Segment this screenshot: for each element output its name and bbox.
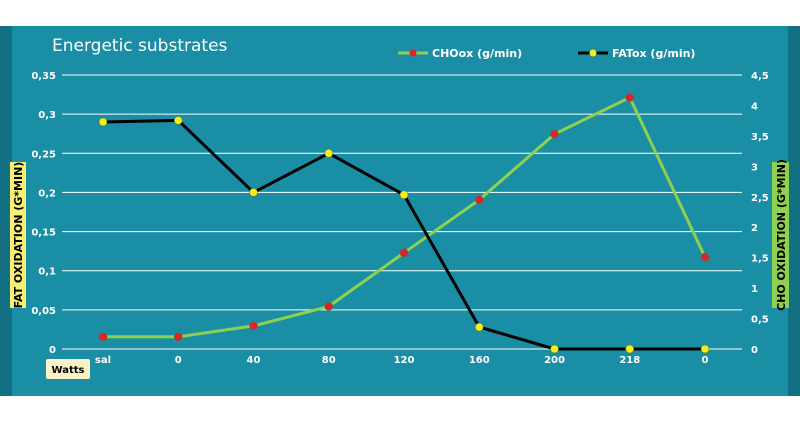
series-0-point <box>324 302 333 311</box>
x-axis-title-box <box>46 359 90 379</box>
right-axis-title-box <box>772 162 789 308</box>
right-tick-label: 1,5 <box>751 254 769 265</box>
right-axis-title-text: CHO OXIDATION (G*MIN) <box>775 159 788 311</box>
series-0-point <box>98 332 108 342</box>
series-0-point <box>700 252 710 262</box>
series-0-point <box>625 93 634 102</box>
series-1-point <box>550 344 559 354</box>
x-axis-title: Watts <box>46 359 90 379</box>
series-1-point <box>625 344 634 354</box>
chart-title: Energetic substrates <box>52 36 228 56</box>
left-tick-label: 0,35 <box>31 71 56 82</box>
x-tick-label: 80 <box>322 355 336 366</box>
legend: CHOox (g/min) FATox (g/min) <box>398 47 695 60</box>
x-axis-title-text: Watts <box>52 365 85 376</box>
x-tick-label: 218 <box>619 355 640 366</box>
chart-panel: Energetic substrates CHOox (g/min) FATox… <box>0 26 800 396</box>
legend-fat-marker <box>589 49 597 57</box>
x-tick-label: 0 <box>175 355 182 366</box>
left-tick-label: 0,2 <box>38 188 56 199</box>
x-tick-label: sal <box>95 355 111 366</box>
series-1-point <box>249 188 258 197</box>
left-tick-label: 0,15 <box>31 228 56 239</box>
series-1-point <box>475 322 484 332</box>
x-tick-label: 0 <box>702 355 709 366</box>
right-tick-label: 3,5 <box>751 132 769 143</box>
series-0-point <box>550 129 559 139</box>
right-tick-label: 1 <box>751 284 758 295</box>
right-tick-label: 0 <box>751 345 758 356</box>
legend-fat-label: FATox (g/min) <box>612 47 695 60</box>
left-edge-stripe <box>0 26 12 396</box>
series-1-point <box>324 149 333 158</box>
series-0-point <box>174 332 183 342</box>
series-1-point <box>174 116 183 125</box>
x-tick-label: 40 <box>247 355 261 366</box>
right-tick-label: 4,5 <box>751 71 769 82</box>
right-axis-title: CHO OXIDATION (G*MIN) <box>772 159 789 311</box>
series-0-point <box>399 248 409 258</box>
series-lines <box>102 96 707 351</box>
legend-cho-marker <box>409 49 417 57</box>
x-tick-label: 160 <box>469 355 490 366</box>
legend-cho-label: CHOox (g/min) <box>432 47 522 60</box>
x-axis-ticks: sal 0 40 80 120 160 200 218 0 <box>95 355 709 366</box>
series-1-point <box>700 344 710 354</box>
right-tick-label: 2 <box>751 223 758 234</box>
series-line-1 <box>102 118 705 351</box>
x-tick-label: 200 <box>544 355 565 366</box>
right-edge-stripe <box>788 26 800 396</box>
chart: Energetic substrates CHOox (g/min) FATox… <box>10 36 789 379</box>
right-tick-label: 0,5 <box>751 315 769 326</box>
left-tick-label: 0,05 <box>31 306 56 317</box>
series-1-point <box>399 190 409 200</box>
right-tick-label: 3 <box>751 162 758 173</box>
left-axis-title-text: FAT OXIDATION (G*MIN) <box>12 162 25 309</box>
left-axis-title-box <box>10 162 26 308</box>
series-points <box>98 93 710 354</box>
right-tick-label: 2,5 <box>751 193 769 204</box>
right-axis-ticks: 0 0,5 1 1,5 2 2,5 3 3,5 4 4,5 <box>751 71 769 356</box>
series-0-point <box>475 195 484 205</box>
left-axis-ticks: 0 0,05 0,1 0,15 0,2 0,25 0,3 0,35 <box>31 71 56 356</box>
left-tick-label: 0,3 <box>38 110 56 121</box>
left-axis-title: FAT OXIDATION (G*MIN) <box>10 162 26 309</box>
x-tick-label: 120 <box>394 355 415 366</box>
series-0-point <box>249 321 258 331</box>
left-tick-label: 0,25 <box>31 149 56 160</box>
series-1-point <box>98 117 108 127</box>
left-tick-label: 0,1 <box>38 267 56 278</box>
left-tick-label: 0 <box>49 345 56 356</box>
right-tick-label: 4 <box>751 101 758 112</box>
